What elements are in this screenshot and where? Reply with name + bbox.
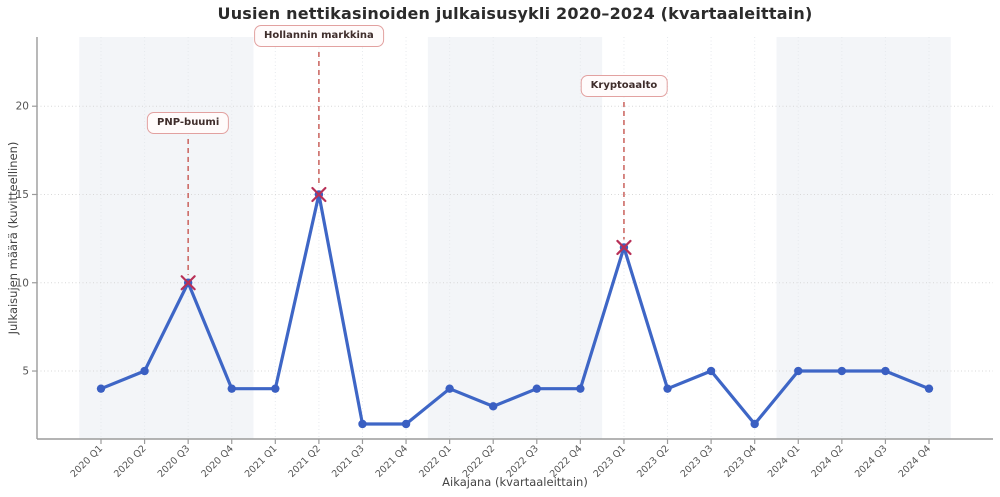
x-tick-label: 2021 Q3	[330, 443, 367, 480]
data-point[interactable]	[881, 366, 890, 376]
annotation-label-kryptoaalto: Kryptoaalto	[580, 75, 668, 97]
peak-marker	[311, 186, 327, 203]
data-point[interactable]	[271, 384, 280, 393]
year-band-2022	[427, 37, 603, 439]
data-point[interactable]	[576, 384, 585, 393]
x-tick-label: 2023 Q4	[722, 443, 759, 480]
x-tick-label: 2024 Q1	[766, 443, 803, 480]
y-tick-label: 15	[16, 189, 29, 201]
x-tick-label: 2020 Q2	[112, 443, 149, 480]
x-tick-label: 2021 Q2	[286, 443, 323, 480]
peak-marker	[616, 239, 632, 256]
data-point[interactable]	[837, 366, 847, 376]
x-tick-label: 2020 Q4	[199, 443, 236, 480]
x-tick-label: 2024 Q4	[897, 443, 934, 480]
data-point[interactable]	[489, 402, 498, 411]
x-tick-label: 2021 Q1	[243, 443, 280, 480]
x-tick-label: 2023 Q3	[679, 443, 716, 480]
y-axis-title: Julkaisujen määrä (kuvitteellinen)	[6, 141, 20, 335]
y-tick-label: 5	[22, 366, 29, 378]
x-tick-label: 2024 Q3	[853, 443, 890, 480]
x-tick-label: 2024 Q2	[809, 443, 846, 480]
data-point[interactable]	[445, 384, 454, 393]
data-point[interactable]	[96, 384, 106, 393]
data-point[interactable]	[706, 366, 716, 376]
data-point[interactable]	[401, 419, 411, 429]
annotation-label-hollannin-markkina: Hollannin markkina	[253, 25, 384, 47]
x-tick-label: 2020 Q3	[156, 443, 193, 480]
x-tick-label: 2020 Q1	[69, 443, 106, 480]
annotation-label-pnp-buumi: PNP-buumi	[147, 112, 230, 134]
peak-marker	[180, 275, 196, 291]
x-axis-title: Aikajana (kvartaaleittain)	[442, 475, 588, 489]
data-point[interactable]	[924, 384, 934, 393]
data-point[interactable]	[140, 366, 149, 376]
data-point[interactable]	[532, 384, 541, 393]
data-point[interactable]	[750, 419, 759, 429]
year-band-2024	[776, 37, 951, 439]
x-tick-label: 2023 Q2	[635, 443, 672, 480]
y-tick-label: 10	[16, 277, 29, 289]
data-point[interactable]	[227, 384, 236, 393]
chart-title: Uusien nettikasinoiden julkaisusykli 202…	[217, 4, 813, 23]
x-tick-label: 2021 Q4	[374, 443, 411, 480]
x-tick-label: 2023 Q1	[591, 443, 628, 480]
data-point[interactable]	[794, 366, 803, 376]
data-point[interactable]	[358, 419, 367, 429]
y-tick-label: 20	[16, 101, 29, 113]
data-point[interactable]	[663, 384, 672, 393]
series-line	[99, 192, 931, 426]
